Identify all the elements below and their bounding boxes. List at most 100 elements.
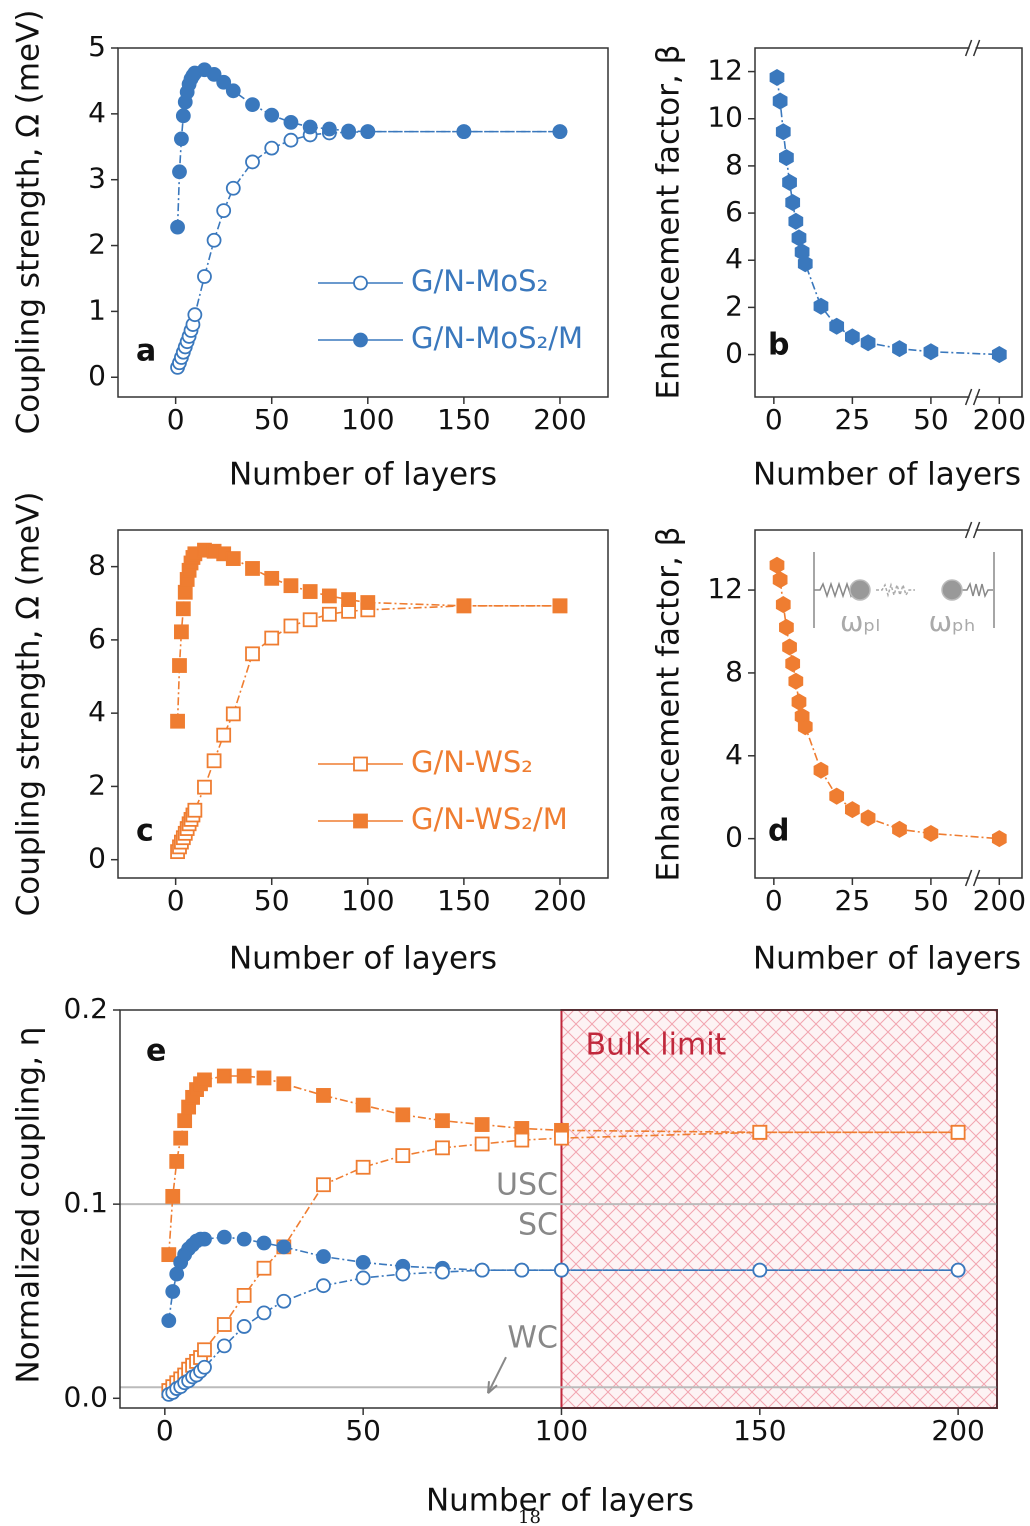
circle-marker [187,307,203,323]
square-marker [236,1287,252,1303]
square-marker [175,601,191,617]
axes-frame [117,47,609,398]
x-tick-label: 100 [341,884,394,917]
square-marker [514,1132,530,1148]
y-tick-label: 0 [725,337,743,370]
hexagon-marker [923,343,939,361]
coupling-regime-label: WC [507,1321,558,1356]
x-tick-label: 150 [437,884,490,917]
y-tick-label: 0.0 [63,1380,108,1413]
square-marker [353,756,368,772]
y-tick-label: 12 [707,572,743,605]
square-marker [950,1124,966,1140]
hexagon-marker [829,787,845,805]
square-marker [245,561,260,576]
square-marker [353,813,368,829]
square-marker [264,570,280,586]
y-tick-label: 8 [725,148,743,181]
circle-marker [172,164,187,180]
axes-frame [754,529,1023,879]
hexagon-marker [769,556,785,574]
circle-marker [276,1239,292,1255]
inset-diagram [813,552,995,628]
axis-break-gap [969,394,976,400]
square-marker [197,779,212,795]
y-tick-label: 0 [88,359,106,392]
circle-marker [236,1319,252,1334]
hexagon-marker [797,718,813,736]
axis-break [964,388,981,406]
square-marker [321,606,337,622]
square-marker [435,1113,450,1129]
axis-break-gap [969,875,976,881]
hexagon-marker [991,830,1007,848]
bulk-region [560,1009,999,1409]
circle-marker [206,232,222,248]
y-tick-label: 0 [725,821,743,854]
square-marker [276,1076,292,1092]
hexagon-marker [813,297,829,315]
square-marker [225,706,241,722]
circle-marker [264,107,280,123]
circle-marker [197,269,212,284]
square-marker [435,1140,450,1156]
coupling-regime-label: USC [496,1168,558,1203]
circle-marker [245,97,260,113]
circle-marker [554,1262,569,1278]
square-marker [172,658,187,673]
panel-label: e [146,1034,166,1069]
x-axis-label: Number of layers [229,941,497,977]
hexagon-marker [892,340,907,358]
square-marker [245,646,260,662]
y-tick-label: 4 [725,242,743,275]
y-tick-label: 0 [88,842,106,875]
x-axis-label: Number of layers [753,941,1021,977]
hexagon-marker [860,809,876,827]
axis-break [964,869,981,887]
y-tick-label: 6 [88,622,106,655]
square-marker [341,592,356,607]
square-marker [197,1342,212,1358]
circle-marker [752,1262,768,1278]
circle-marker [456,124,472,140]
axis-break-gap [969,527,976,533]
x-tick-label: 150 [437,403,490,436]
square-marker [216,1068,232,1084]
square-marker [170,713,185,729]
circle-marker [256,1235,272,1251]
coupling-regime-label: SC [518,1208,558,1243]
inset-label: ωₚₗ [840,605,880,638]
axes-frame [754,47,1023,398]
square-marker [177,1113,193,1129]
hexagon-marker [775,596,791,614]
hexagon-marker [860,334,876,352]
x-tick-label: 50 [345,1414,381,1447]
circle-marker [236,1231,252,1247]
y-axis-label: Enhancement factor, β [651,527,687,882]
circle-marker [225,83,241,99]
circle-marker [264,140,280,156]
axes-frame [119,1009,998,1409]
circle-marker [283,115,299,130]
x-tick-label: 50 [254,403,290,436]
circle-marker [341,123,356,139]
hexagon-marker [829,317,845,335]
legend-label: G/N-MoS₂ [411,264,548,298]
x-tick-label: 200 [973,884,1026,917]
square-marker [256,1070,272,1086]
circle-marker [170,219,185,235]
y-axis-label: Enhancement factor, β [651,45,687,400]
x-axis-label: Number of layers [753,457,1021,493]
hexagon-marker [775,123,791,141]
circle-marker [197,1231,212,1247]
legend-label: G/N-WS₂/M [411,802,568,836]
hexagon-marker [772,571,788,589]
x-tick-label: 50 [913,403,949,436]
y-tick-label: 6 [725,195,743,228]
hexagon-marker [782,638,797,656]
y-tick-label: 10 [707,101,743,134]
x-tick-label: 200 [533,884,586,917]
panel-label: b [768,328,789,363]
axes-frame [117,529,609,879]
panel-label: a [136,334,156,369]
